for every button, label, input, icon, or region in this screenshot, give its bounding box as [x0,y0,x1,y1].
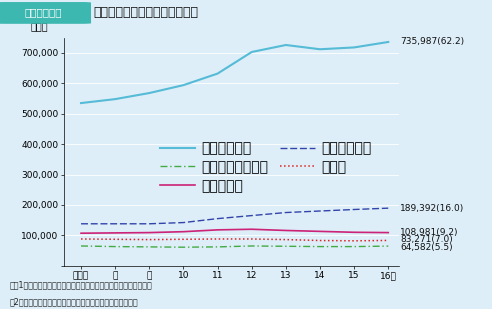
Text: 83,271(7.0): 83,271(7.0) [400,235,453,244]
Text: （人）: （人） [31,21,48,31]
Text: 2　（　）内は，状態別負傷者数の構成率（％）である。: 2 （ ）内は，状態別負傷者数の構成率（％）である。 [10,297,138,306]
Text: 第１－１０図: 第１－１０図 [25,8,62,18]
Text: 状態別交通事故負傷者数の推移: 状態別交通事故負傷者数の推移 [93,6,198,19]
FancyBboxPatch shape [0,2,91,24]
Text: 注、1　警察庁資料による。ただし，「その他」は省疤している。: 注、1 警察庁資料による。ただし，「その他」は省疤している。 [10,280,153,289]
Text: 189,392(16.0): 189,392(16.0) [400,204,464,213]
Text: 108,981(9.2): 108,981(9.2) [400,228,459,237]
Legend: 自動車乗車中, 自動二輪車乗車中, 原付乗車中, 自転車乗用中, 歩行中: 自動車乗車中, 自動二輪車乗車中, 原付乗車中, 自転車乗用中, 歩行中 [154,136,377,199]
Text: 735,987(62.2): 735,987(62.2) [400,37,464,46]
Text: 64,582(5.5): 64,582(5.5) [400,243,453,252]
